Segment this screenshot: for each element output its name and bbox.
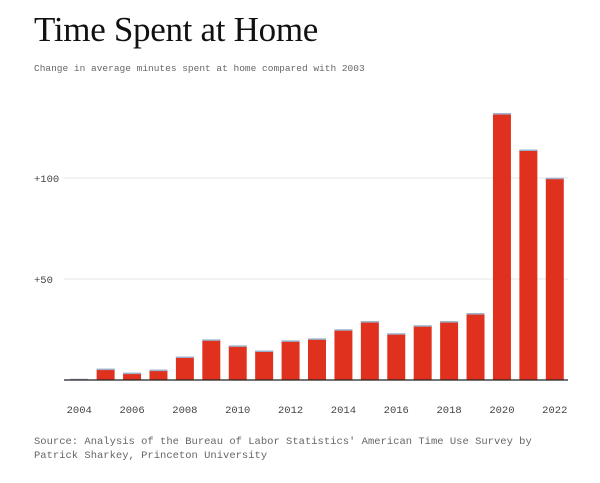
bar-2010 (228, 345, 247, 380)
x-tick-label: 2012 (278, 405, 303, 417)
bar-2018 (440, 321, 459, 380)
chart-subtitle: Change in average minutes spent at home … (34, 63, 365, 74)
x-tick-label: 2018 (436, 405, 461, 417)
x-tick-label: 2006 (119, 405, 144, 417)
x-tick-label: 2016 (384, 405, 409, 417)
y-tick-label: +100 (34, 174, 59, 186)
bar-2011 (255, 350, 274, 380)
bar-2021 (519, 149, 538, 380)
bar-2006 (123, 372, 142, 380)
bar-2017 (413, 325, 432, 380)
x-tick-label: 2008 (172, 405, 197, 417)
x-tick-label: 2022 (542, 405, 567, 417)
source-note: Source: Analysis of the Bureau of Labor … (34, 436, 532, 462)
bar-2019 (466, 313, 485, 380)
chart-title: Time Spent at Home (34, 10, 318, 49)
bar-2015 (360, 321, 379, 380)
x-tick-label: 2010 (225, 405, 250, 417)
x-tick-label: 2020 (489, 405, 514, 417)
bar-2020 (492, 113, 511, 381)
bar-2014 (334, 329, 353, 380)
bar-2007 (149, 369, 168, 380)
y-tick-label: +50 (34, 275, 53, 287)
x-tick-label: 2014 (331, 405, 356, 417)
bar-2016 (387, 333, 406, 380)
bar-2013 (308, 338, 326, 380)
bar-2012 (281, 340, 300, 380)
x-tick-label: 2004 (67, 405, 92, 417)
bar-2005 (96, 368, 115, 380)
bar-2022 (545, 178, 564, 380)
bar-2009 (202, 339, 221, 380)
bar-2008 (175, 356, 194, 380)
